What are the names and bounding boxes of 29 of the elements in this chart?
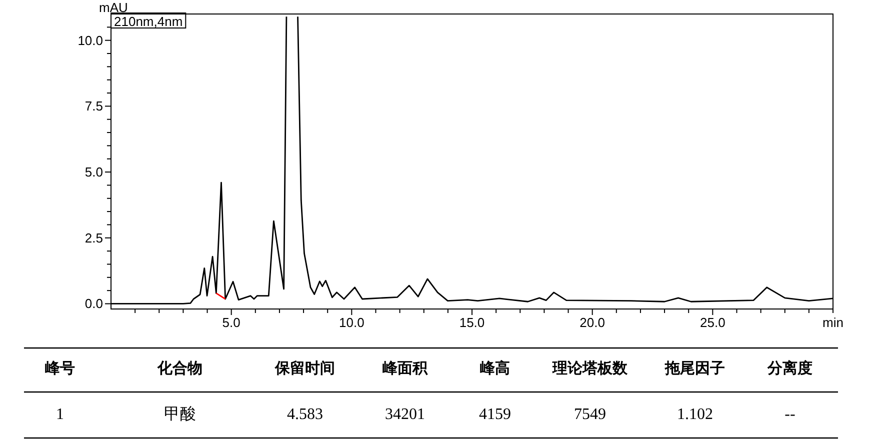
x-tick-label: 25.0 — [700, 315, 726, 330]
text: 34201 — [385, 406, 425, 423]
y-tick-label: 10.0 — [78, 32, 103, 48]
y-tick-label: 5.0 — [84, 164, 103, 180]
text: 理论塔板数 — [552, 359, 628, 377]
text: 峰面积 — [382, 359, 428, 377]
y-tick-label: 0.0 — [84, 296, 103, 312]
y-tick-label: 2.5 — [84, 230, 103, 246]
x-tick-label: 15.0 — [459, 315, 485, 330]
text: 甲酸 — [164, 405, 196, 423]
x-axis-title: min — [822, 315, 844, 330]
x-tick-label: 5.0 — [222, 315, 240, 330]
text: 7549 — [574, 406, 606, 423]
text: 1.102 — [677, 406, 713, 423]
y-axis-title: mAU — [99, 0, 128, 15]
text: 4.583 — [287, 406, 323, 423]
text: 化合物 — [156, 359, 202, 377]
annotation: 210nm,4nm — [114, 14, 183, 29]
x-tick-label: 10.0 — [339, 315, 364, 330]
text: 保留时间 — [274, 359, 335, 377]
text: 拖尾因子 — [664, 359, 725, 377]
x-tick-label: 20.0 — [580, 315, 605, 330]
text: 4159 — [479, 406, 511, 423]
text: 分离度 — [766, 359, 812, 377]
text: 峰高 — [480, 359, 510, 377]
y-tick-label: 7.5 — [84, 98, 103, 114]
text: 峰号 — [45, 359, 75, 377]
text: -- — [784, 406, 796, 423]
text: 1 — [56, 406, 64, 423]
